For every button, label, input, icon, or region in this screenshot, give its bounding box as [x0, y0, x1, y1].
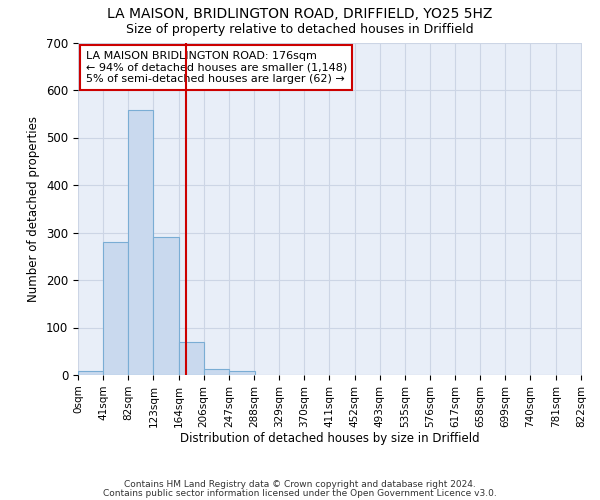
X-axis label: Distribution of detached houses by size in Driffield: Distribution of detached houses by size …: [180, 432, 480, 446]
Bar: [229, 371, 254, 375]
Text: LA MAISON BRIDLINGTON ROAD: 176sqm
← 94% of detached houses are smaller (1,148)
: LA MAISON BRIDLINGTON ROAD: 176sqm ← 94%…: [86, 51, 347, 84]
Bar: [154, 238, 179, 375]
Bar: [205, 369, 229, 375]
Text: Size of property relative to detached houses in Driffield: Size of property relative to detached ho…: [126, 22, 474, 36]
Bar: [179, 342, 203, 375]
Bar: [78, 371, 103, 375]
Bar: [103, 242, 128, 375]
Text: LA MAISON, BRIDLINGTON ROAD, DRIFFIELD, YO25 5HZ: LA MAISON, BRIDLINGTON ROAD, DRIFFIELD, …: [107, 8, 493, 22]
Y-axis label: Number of detached properties: Number of detached properties: [28, 116, 40, 302]
Text: Contains public sector information licensed under the Open Government Licence v3: Contains public sector information licen…: [103, 488, 497, 498]
Text: Contains HM Land Registry data © Crown copyright and database right 2024.: Contains HM Land Registry data © Crown c…: [124, 480, 476, 489]
Bar: [128, 110, 154, 375]
